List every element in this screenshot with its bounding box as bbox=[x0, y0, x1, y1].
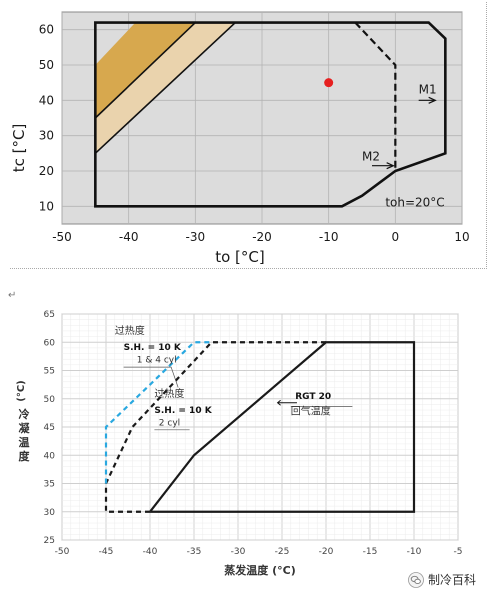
top-dashed-boundary bbox=[354, 21, 397, 171]
bottom-grid bbox=[61, 313, 459, 541]
bottom-y-tick-label: 45 bbox=[44, 423, 55, 433]
bottom-x-tick-label: -45 bbox=[99, 547, 114, 557]
top-y-tick-label: 40 bbox=[39, 93, 54, 107]
label-cyl-2: 2 cyl bbox=[159, 418, 180, 428]
top-x-tick-label: -50 bbox=[52, 230, 72, 244]
label-superheat-top: 过热度 bbox=[115, 324, 145, 337]
annotation-m2: M2 bbox=[362, 149, 380, 163]
bottom-y-tick-label: 65 bbox=[44, 310, 55, 320]
page-border bbox=[10, 2, 487, 269]
top-ticks: -50 -40 -30 -20 -10 0 10 10 20 30 40 50 60 bbox=[39, 23, 470, 244]
bottom-y-char-4: 度 bbox=[19, 449, 31, 463]
bottom-x-tick-label: -20 bbox=[319, 547, 334, 557]
bottom-x-tick-label: -30 bbox=[231, 547, 246, 557]
annotation-m1: M1 bbox=[419, 82, 437, 96]
label-rgt-cn: 回气温度 bbox=[291, 405, 331, 418]
top-region-divider-1 bbox=[94, 22, 196, 119]
watermark: 制冷百科 bbox=[408, 571, 476, 588]
top-region-divider-2 bbox=[94, 22, 236, 154]
bottom-x-tick-label: -40 bbox=[143, 547, 158, 557]
bottom-y-tick-label: 55 bbox=[44, 367, 55, 377]
label-superheat-mid: 过热度 bbox=[154, 387, 184, 400]
bottom-x-tick-label: -5 bbox=[454, 547, 463, 557]
top-x-axis-label: to [°C] bbox=[215, 248, 265, 266]
bottom-y-unit: (°C) bbox=[16, 380, 27, 401]
bottom-ticks: -50 -45 -40 -35 -30 -25 -20 -15 -10 -5 25 30 35 40 45 5… bbox=[44, 310, 463, 557]
top-y-tick-label: 20 bbox=[39, 164, 54, 178]
top-y-tick-label: 60 bbox=[39, 23, 54, 37]
watermark-text: 制冷百科 bbox=[427, 573, 476, 587]
annotation-toh: toh=20°C bbox=[385, 195, 444, 209]
m1-arrowhead bbox=[428, 96, 437, 104]
bottom-chart-panel: -50 -45 -40 -35 -30 -25 -20 -15 -10 -5 25 30 35 40 45 5… bbox=[0, 292, 490, 594]
top-operating-point bbox=[324, 78, 334, 88]
bottom-x-tick-label: -10 bbox=[407, 547, 422, 557]
m2-arrowhead bbox=[386, 162, 395, 170]
top-y-axis-label: tc [°C] bbox=[10, 124, 28, 173]
leader-cyl-1 bbox=[123, 366, 179, 388]
top-x-tick-label: -20 bbox=[252, 230, 272, 244]
bottom-y-char-3: 温 bbox=[19, 435, 30, 449]
label-sh-value-2: S.H. = 10 K bbox=[154, 406, 212, 416]
top-x-tick-label: 10 bbox=[454, 230, 469, 244]
bottom-y-tick-label: 60 bbox=[44, 338, 56, 348]
bottom-y-tick-label: 50 bbox=[44, 395, 56, 405]
bottom-annotations: 过热度 S.H. = 10 K 1 & 4 cyl 过热度 S.H. = 10 … bbox=[115, 324, 331, 429]
bottom-series bbox=[104, 341, 416, 513]
top-y-tick-label: 10 bbox=[39, 199, 54, 213]
bottom-x-tick-label: -50 bbox=[55, 547, 70, 557]
label-sh-value-1: S.H. = 10 K bbox=[124, 343, 182, 353]
top-x-tick-label: -10 bbox=[319, 230, 339, 244]
bottom-y-char-1: 冷 bbox=[19, 407, 30, 421]
bottom-y-char-2: 凝 bbox=[19, 421, 31, 435]
bottom-x-axis-label: 蒸发温度 (°C) bbox=[224, 563, 295, 577]
top-x-tick-label: -30 bbox=[186, 230, 206, 244]
label-rgt: RGT 20 bbox=[295, 392, 331, 402]
rgt-arrowhead bbox=[276, 399, 281, 406]
bottom-x-tick-label: -35 bbox=[187, 547, 202, 557]
bottom-x-tick-label: -25 bbox=[275, 547, 290, 557]
top-x-tick-label: 0 bbox=[392, 230, 400, 244]
top-envelope-outline bbox=[94, 21, 447, 208]
top-envelope-chart: -50 -40 -30 -20 -10 0 10 10 20 30 40 50 60 tc [°C] t… bbox=[10, 11, 470, 266]
bottom-y-axis-label: (°C) 冷 凝 温 度 bbox=[16, 380, 31, 463]
paragraph-mark: ↵ bbox=[8, 290, 17, 301]
bottom-series-line-3 bbox=[104, 341, 212, 484]
wechat-logo-icon bbox=[408, 571, 424, 588]
bottom-envelope-chart: -50 -45 -40 -35 -30 -25 -20 -15 -10 -5 25 30 35 40 45 5… bbox=[16, 310, 463, 577]
top-y-tick-label: 50 bbox=[39, 58, 54, 72]
top-y-tick-label: 30 bbox=[39, 129, 54, 143]
top-chart-panel: -50 -40 -30 -20 -10 0 10 10 20 30 40 50 60 tc [°C] t… bbox=[0, 0, 490, 272]
bottom-y-tick-label: 35 bbox=[44, 480, 55, 490]
bottom-y-tick-label: 40 bbox=[44, 451, 56, 461]
top-shapes bbox=[94, 21, 447, 208]
bottom-y-tick-label: 25 bbox=[44, 536, 55, 546]
label-cyl-1: 1 & 4 cyl bbox=[137, 356, 177, 366]
bottom-y-tick-label: 30 bbox=[44, 508, 56, 518]
bottom-series-line-2 bbox=[104, 341, 326, 513]
top-x-tick-label: -40 bbox=[119, 230, 139, 244]
bottom-x-tick-label: -15 bbox=[363, 547, 378, 557]
bottom-series-line-1 bbox=[149, 341, 416, 513]
